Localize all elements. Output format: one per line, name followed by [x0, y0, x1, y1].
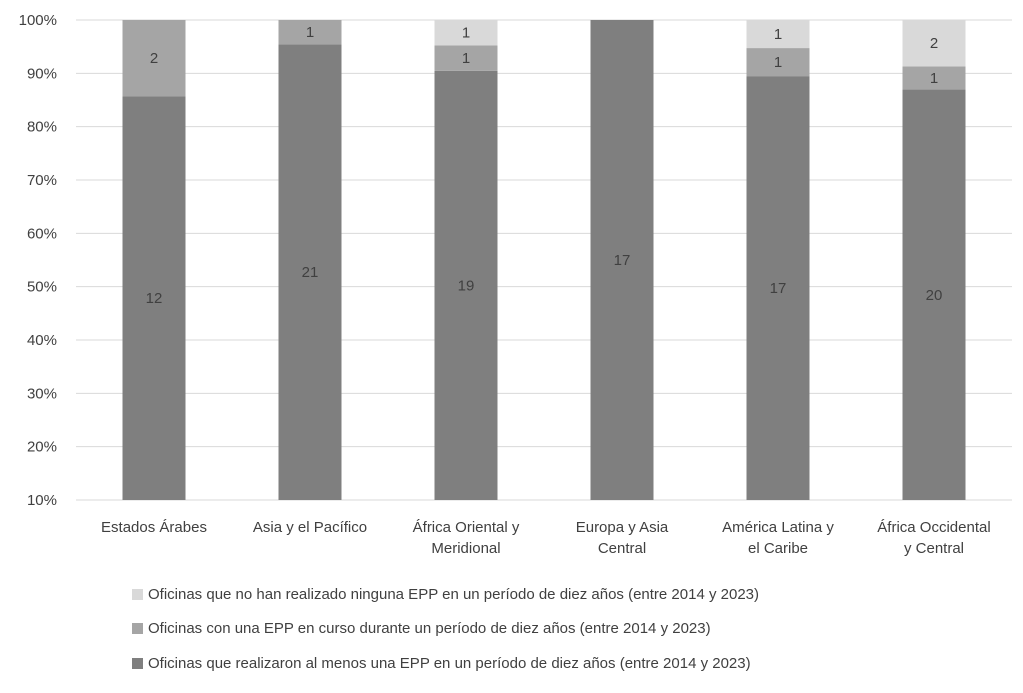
bar-segment — [902, 89, 966, 500]
data-label: 21 — [302, 264, 319, 281]
x-tick-label: Europa y Asia — [576, 519, 669, 536]
bar-segment — [434, 20, 498, 46]
data-label: 1 — [774, 26, 782, 43]
legend-label: Oficinas con una EPP en curso durante un… — [148, 620, 711, 637]
data-label: 1 — [462, 25, 470, 42]
y-tick-label: 30% — [27, 385, 57, 402]
bar-segment — [278, 44, 342, 500]
legend-label: Oficinas que realizaron al menos una EPP… — [148, 655, 751, 672]
bar-segment — [122, 96, 186, 500]
bar-segment — [902, 66, 966, 90]
bar-segment — [746, 48, 810, 77]
data-label: 1 — [774, 54, 782, 71]
y-tick-label: 70% — [27, 172, 57, 189]
bar-segment — [434, 70, 498, 501]
x-tick-label: Asia y el Pacífico — [253, 519, 367, 536]
y-tick-label: 10% — [27, 492, 57, 509]
y-tick-label: 90% — [27, 65, 57, 82]
x-tick-label: Central — [598, 540, 646, 557]
data-label: 20 — [926, 287, 943, 304]
legend-swatch — [132, 589, 143, 600]
x-tick-label: África Oriental y — [413, 519, 520, 536]
data-label: 17 — [614, 252, 631, 269]
legend-item: Oficinas con una EPP en curso durante un… — [132, 620, 711, 637]
legend-swatch — [132, 623, 143, 634]
y-tick-label: 60% — [27, 225, 57, 242]
legend-item: Oficinas que realizaron al menos una EPP… — [132, 655, 751, 672]
y-tick-label: 40% — [27, 332, 57, 349]
data-label: 2 — [150, 50, 158, 67]
data-label: 19 — [458, 277, 475, 294]
bar-segment — [590, 20, 654, 500]
data-label: 1 — [306, 24, 314, 41]
y-tick-label: 50% — [27, 279, 57, 296]
legend-label: Oficinas que no han realizado ninguna EP… — [148, 586, 759, 603]
legend-item: Oficinas que no han realizado ninguna EP… — [132, 586, 759, 603]
bar-segment — [746, 76, 810, 500]
bar-segment — [122, 20, 186, 97]
x-tick-label: y Central — [904, 540, 964, 557]
data-label: 1 — [930, 70, 938, 87]
stacked-bar-chart: 10%20%30%40%50%60%70%80%90%100%122Estado… — [19, 12, 1012, 557]
x-tick-label: Estados Árabes — [101, 519, 207, 536]
data-label: 12 — [146, 290, 163, 307]
data-label: 17 — [770, 280, 787, 297]
bar-segment — [746, 20, 810, 49]
x-tick-label: África Occidental — [877, 519, 990, 536]
bar-segment — [278, 20, 342, 45]
legend-swatch — [132, 658, 143, 669]
x-tick-label: América Latina y — [722, 519, 834, 536]
y-tick-label: 20% — [27, 439, 57, 456]
x-tick-label: el Caribe — [748, 540, 808, 557]
data-label: 2 — [930, 35, 938, 52]
x-tick-label: Meridional — [431, 540, 500, 557]
y-tick-label: 80% — [27, 119, 57, 136]
data-label: 1 — [462, 50, 470, 67]
bar-segment — [902, 20, 966, 67]
y-tick-label: 100% — [19, 12, 57, 29]
bar-segment — [434, 45, 498, 71]
